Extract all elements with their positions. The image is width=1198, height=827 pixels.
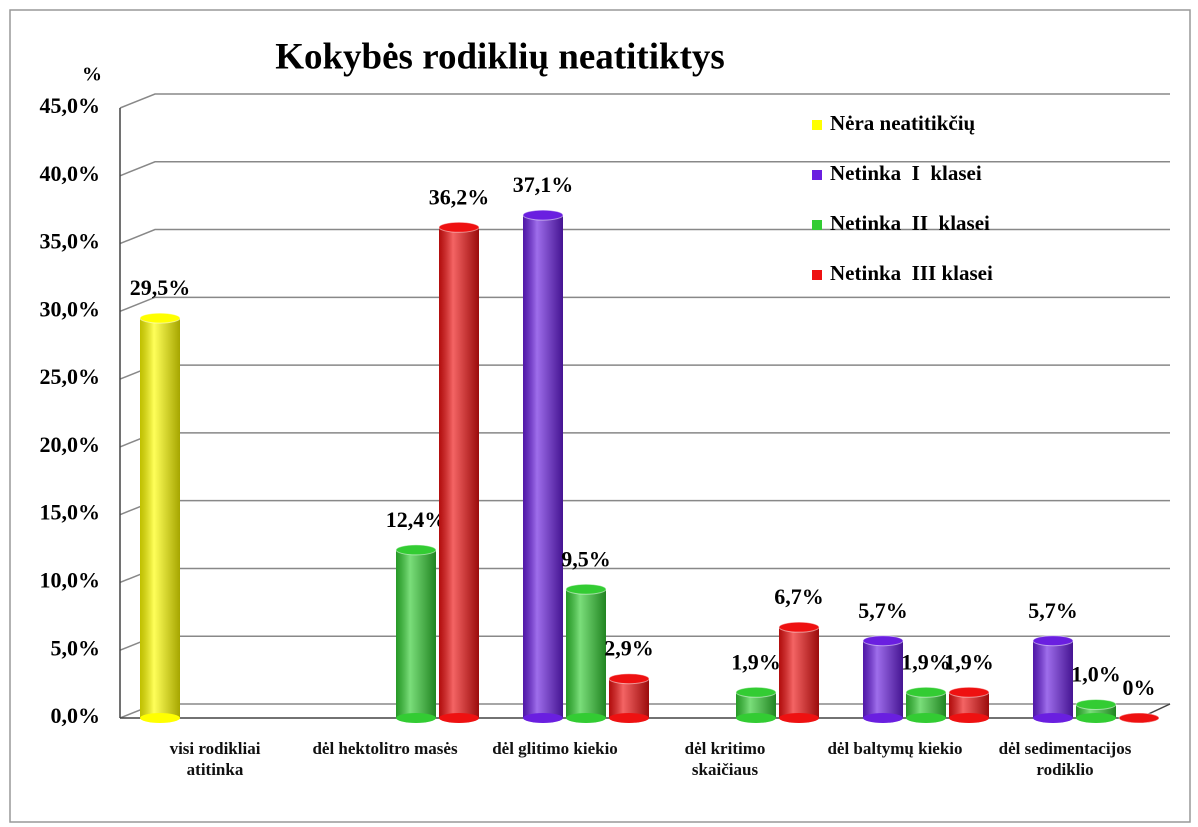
bar-top (395, 544, 437, 556)
bar-bottom (863, 713, 903, 723)
bar-shade (779, 627, 819, 718)
data-label: 5,7% (858, 598, 908, 623)
bar-bottom (1076, 713, 1116, 723)
bar-bottom (736, 713, 776, 723)
bar-top (1075, 698, 1117, 710)
grid-line (119, 93, 1170, 109)
grid-line (119, 567, 1170, 584)
data-label: 2,9% (604, 636, 654, 661)
y-tick-label: 0,0% (51, 703, 101, 728)
y-tick-label: 20,0% (40, 432, 101, 457)
data-label: 1,0% (1071, 661, 1121, 686)
grid-line (119, 296, 1170, 313)
x-tick-label: dėl baltymų kiekio (827, 739, 963, 758)
y-axis-label: % (82, 64, 102, 86)
bar-bottom (779, 713, 819, 723)
grid-line (119, 364, 1170, 380)
y-tick-label: 25,0% (40, 364, 101, 389)
y-tick-label: 40,0% (40, 161, 101, 186)
bar-bottom (906, 713, 946, 723)
bar-shade (863, 640, 903, 718)
bar-top (862, 635, 904, 647)
bar-top (565, 583, 607, 595)
data-label: 9,5% (561, 546, 611, 571)
bar-bottom (396, 713, 436, 723)
bar-shade (1033, 640, 1073, 718)
bar-top (735, 686, 777, 698)
legend-swatch (812, 220, 822, 230)
data-label: 5,7% (1028, 598, 1078, 623)
data-label: 0% (1123, 675, 1156, 700)
bar-top (778, 621, 820, 633)
x-tick-label: dėl hektolitro masės (312, 739, 458, 758)
bar-shade (566, 589, 606, 718)
bar-bottom (140, 713, 180, 723)
bar-bottom (566, 713, 606, 723)
x-tick-label: dėl sedimentacijos rodiklio (998, 739, 1132, 779)
data-label: 6,7% (774, 584, 824, 609)
legend-label: Netinka III klasei (830, 261, 993, 285)
x-tick-label: dėl glitimo kiekio (492, 739, 618, 758)
y-tick-label: 15,0% (40, 500, 101, 525)
bar-top (1032, 635, 1074, 647)
chart-title: Kokybės rodiklių neatitiktys (275, 36, 725, 77)
data-label: 1,9% (944, 649, 994, 674)
data-label: 1,9% (901, 649, 951, 674)
bar-bottom (523, 713, 563, 723)
legend-swatch (812, 170, 822, 180)
bar-top (608, 673, 650, 685)
legend-label: Nėra neatitikčių (830, 111, 976, 135)
legend-label: Netinka I klasei (830, 161, 982, 185)
bar-top (522, 209, 564, 221)
bar-bottom (439, 713, 479, 723)
bar-shade (523, 215, 563, 719)
data-label: 37,1% (513, 172, 574, 197)
chart-border (9, 9, 1191, 823)
bar-bottom (1033, 713, 1073, 723)
bar-shade (439, 227, 479, 719)
bar-top (905, 686, 947, 698)
legend-label: Netinka II klasei (830, 211, 990, 235)
grid-line (119, 161, 1170, 177)
y-tick-label: 35,0% (40, 229, 101, 254)
y-tick-label: 10,0% (40, 567, 101, 592)
grid-line (119, 499, 1170, 516)
bar-shade (396, 549, 436, 718)
x-tick-label: visi rodikliai atitinka (169, 739, 261, 779)
y-tick-label: 45,0% (40, 93, 101, 118)
data-label: 1,9% (731, 649, 781, 674)
bar-shade (609, 678, 649, 718)
y-tick-label: 30,0% (40, 296, 101, 321)
bar-top (139, 312, 181, 324)
bar-bottom (609, 713, 649, 723)
legend-swatch (812, 270, 822, 280)
bar-top (948, 686, 990, 698)
data-label: 29,5% (130, 275, 191, 300)
bar-top (1118, 712, 1160, 724)
y-tick-label: 5,0% (51, 635, 101, 660)
grid-line (119, 228, 1170, 245)
bar-bottom (949, 713, 989, 723)
data-label: 12,4% (386, 507, 447, 532)
bar-top (438, 221, 480, 233)
bar-shade (140, 318, 180, 718)
grid-line (119, 432, 1170, 448)
legend-swatch (812, 120, 822, 130)
x-tick-label: dėl kritimo skaičiaus (684, 739, 766, 779)
data-label: 36,2% (429, 184, 490, 209)
